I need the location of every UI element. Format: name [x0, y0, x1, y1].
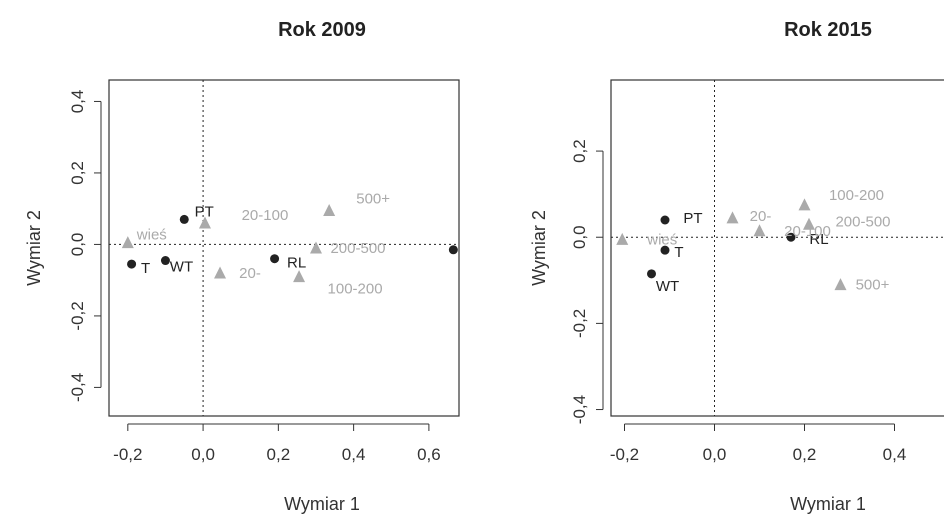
data-point-circle — [786, 232, 796, 242]
data-point-label: WT — [170, 259, 193, 276]
y-tick-label: -0,2 — [570, 309, 589, 338]
data-point-label: 100-200 — [829, 187, 884, 204]
chart-panel-2: Rok 2015 Wymiar 1 Wymiar 2 -0,2 0,0 0,2 0,4 -0,… — [529, 19, 944, 514]
data-point-label: 100-200 — [328, 281, 383, 298]
data-point-triangle — [834, 278, 847, 291]
x-tick-label: 0,2 — [267, 445, 291, 464]
x-axis-label: Wymiar 1 — [284, 494, 360, 514]
data-point-label: 200-500 — [835, 213, 890, 230]
y-tick-label: 0,0 — [68, 233, 87, 257]
data-point-circle — [660, 245, 670, 255]
data-point-triangle — [798, 198, 811, 211]
data-point-triangle — [309, 241, 322, 254]
data-point-triangle — [121, 236, 134, 249]
data-point-circle — [270, 254, 280, 264]
data-point-label: 20-100 — [242, 207, 289, 224]
x-tick-label: -0,2 — [113, 445, 142, 464]
data-point-label: wieś — [646, 231, 677, 248]
y-tick-label: 0,0 — [570, 225, 589, 249]
data-point-triangle — [753, 224, 766, 237]
data-point-triangle — [198, 216, 211, 229]
data-point-label: 200-500 — [330, 240, 385, 257]
x-tick-label: 0,2 — [793, 445, 817, 464]
y-tick-label: 0,2 — [570, 139, 589, 163]
data-point-triangle — [293, 270, 306, 283]
data-point-circle — [179, 214, 189, 224]
chart-panel-1: Rok 2009 Wymiar 1 Wymiar 2 -0,2 0,0 0,2 0,4 0,6… — [24, 19, 471, 514]
data-point-label: T — [674, 244, 683, 261]
data-point-triangle — [214, 266, 227, 279]
data-point-label: WT — [656, 278, 679, 295]
data-point-label: RL — [809, 231, 828, 248]
data-point-circle — [660, 215, 670, 225]
data-point-label: L — [463, 244, 471, 261]
x-tick-label: -0,2 — [610, 445, 639, 464]
data-point-label: PT — [195, 203, 214, 220]
chart-title: Rok 2009 — [278, 19, 366, 41]
data-point-label: 20- — [239, 265, 261, 282]
data-point-label: 500+ — [856, 277, 890, 294]
data-point-label: 500+ — [356, 190, 390, 207]
data-point-label: 20-100 — [784, 223, 831, 240]
data-point-triangle — [803, 217, 815, 230]
y-axis-label: Wymiar 2 — [529, 210, 549, 286]
x-tick-label: 0,6 — [417, 445, 441, 464]
x-tick-label: 0,4 — [342, 445, 366, 464]
data-point-triangle — [616, 232, 629, 245]
data-point-circle — [647, 269, 656, 279]
data-point-label: 20- — [750, 208, 772, 225]
data-point-circle — [448, 245, 458, 255]
data-point-label: RL — [287, 255, 306, 272]
data-point-circle — [127, 259, 137, 269]
y-tick-label: 0,4 — [68, 90, 87, 114]
y-tick-label: -0,4 — [570, 395, 589, 424]
x-axis-label: Wymiar 1 — [790, 494, 866, 514]
data-point-label: T — [141, 260, 150, 277]
y-axis-label: Wymiar 2 — [24, 210, 44, 286]
y-tick-label: 0,2 — [68, 161, 87, 185]
data-point-triangle — [726, 211, 739, 224]
y-tick-label: -0,2 — [68, 301, 87, 330]
data-point-circle — [160, 256, 170, 266]
plot-frame — [610, 79, 944, 417]
data-point-label: wieś — [136, 227, 167, 244]
data-point-triangle — [323, 203, 336, 216]
chart-title: Rok 2015 — [784, 19, 872, 41]
x-tick-label: 0,0 — [191, 445, 215, 464]
plot-frame — [108, 79, 460, 417]
x-tick-label: 0,4 — [883, 445, 907, 464]
data-point-label: PT — [683, 210, 702, 227]
y-tick-label: -0,4 — [68, 373, 87, 402]
x-tick-label: 0,0 — [703, 445, 727, 464]
